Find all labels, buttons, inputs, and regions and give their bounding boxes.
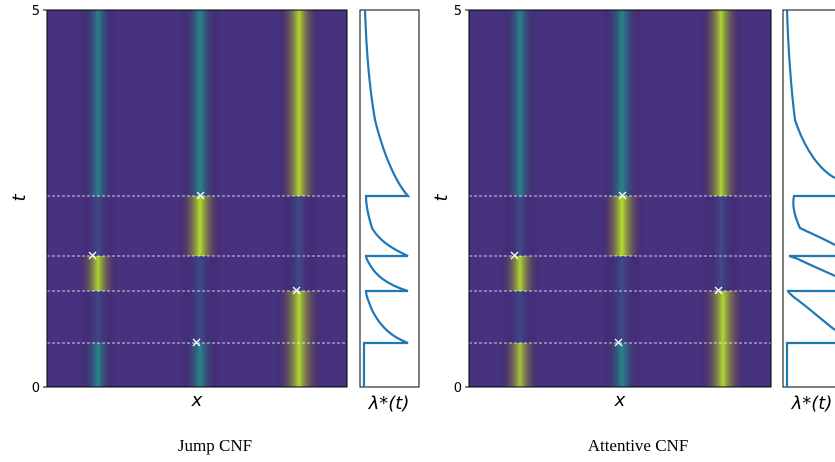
heatmap-frame (46, 9, 348, 388)
density-streaks (78, 10, 322, 387)
event-marker (292, 286, 301, 295)
y-axis-label: t (9, 194, 30, 202)
intensity-label: λ*(t) (368, 393, 410, 414)
event-marker (192, 338, 201, 347)
streak (502, 10, 538, 196)
event-marker (714, 286, 723, 295)
heatmap-frame (468, 9, 772, 388)
x-axis-label: x (614, 390, 626, 411)
y-tick-top: 5 (454, 4, 462, 19)
y-tick-top: 5 (32, 4, 40, 19)
streak (502, 291, 538, 343)
streak (280, 196, 318, 291)
streak (180, 256, 220, 291)
event-marker (510, 251, 519, 260)
heatmap-panel-attentive-cnf: 5 0 t x (431, 4, 772, 411)
streak (80, 291, 116, 343)
intensity-label: λ*(t) (791, 393, 833, 414)
density-streaks (500, 10, 746, 387)
intensity-curve (362, 9, 411, 387)
intensity-panel-attentive-cnf: λ*(t) (782, 9, 835, 414)
heatmap-panel-jump-cnf: 5 0 t x (9, 4, 348, 411)
streak (276, 291, 322, 387)
event-marker (614, 338, 623, 347)
streak (600, 196, 644, 256)
streak (180, 10, 220, 196)
caption-attentive-cnf: Attentive CNF (588, 436, 689, 455)
event-markers (88, 191, 301, 347)
streak (602, 343, 642, 387)
streak (178, 196, 222, 256)
streak (602, 10, 642, 196)
event-lines (469, 195, 771, 344)
streak (602, 256, 642, 291)
event-marker (618, 191, 627, 200)
caption-jump-cnf: Jump CNF (178, 436, 252, 455)
streak (500, 256, 540, 291)
streak (700, 291, 746, 387)
streak (78, 256, 118, 291)
intensity-panel-jump-cnf: λ*(t) (359, 9, 420, 414)
streak (602, 291, 642, 343)
event-marker (196, 191, 205, 200)
event-marker (88, 251, 97, 260)
streak (700, 10, 742, 196)
streak (180, 291, 220, 343)
event-markers (510, 191, 723, 347)
streak (80, 196, 116, 256)
streak (502, 196, 538, 256)
intensity-frame (359, 9, 420, 388)
x-axis-label: x (191, 390, 203, 411)
streak (80, 343, 116, 387)
streak (180, 343, 220, 387)
streak (500, 343, 540, 387)
streak (80, 10, 116, 196)
y-tick-bottom: 0 (32, 381, 40, 396)
intensity-curve (785, 9, 835, 387)
y-tick-bottom: 0 (454, 381, 462, 396)
y-axis-label: t (431, 194, 452, 202)
streak (702, 196, 740, 291)
streak (278, 10, 320, 196)
